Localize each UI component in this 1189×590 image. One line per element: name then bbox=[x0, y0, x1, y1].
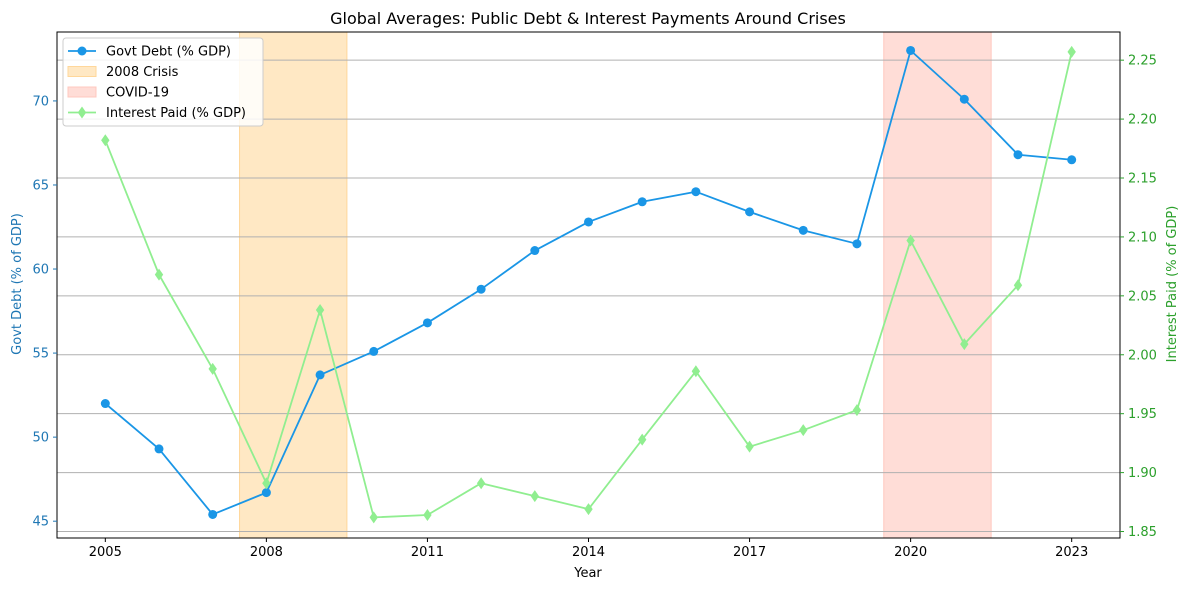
y-axis-left-label: Govt Debt (% of GDP) bbox=[10, 213, 25, 355]
y-right-tick-label: 1.90 bbox=[1128, 466, 1157, 481]
legend-label: Interest Paid (% GDP) bbox=[106, 106, 246, 121]
govt-debt-point bbox=[261, 488, 271, 498]
legend-item-govt-debt: Govt Debt (% GDP) bbox=[68, 45, 231, 60]
govt-debt-point bbox=[852, 239, 862, 249]
govt-debt-point bbox=[1013, 150, 1023, 160]
interest-paid-point bbox=[691, 365, 701, 378]
x-tick-label: 2011 bbox=[411, 545, 444, 560]
x-axis: 2005 2008 2011 2014 2017 2020 2023 bbox=[89, 538, 1088, 560]
y-right-tick-label: 2.05 bbox=[1128, 289, 1157, 304]
govt-debt-point bbox=[745, 207, 755, 217]
interest-paid-point bbox=[423, 509, 432, 522]
shaded-regions bbox=[239, 31, 992, 539]
interest-paid-point bbox=[960, 338, 969, 351]
x-tick-label: 2017 bbox=[733, 545, 766, 560]
govt-debt-point bbox=[584, 217, 593, 227]
interest-paid-point bbox=[637, 433, 647, 446]
govt-debt-point bbox=[637, 197, 647, 207]
legend-swatch bbox=[67, 86, 97, 98]
interest-paid-point bbox=[315, 303, 325, 316]
x-axis-label: Year bbox=[573, 566, 602, 581]
legend-frame bbox=[62, 37, 264, 127]
y-left-tick-label: 55 bbox=[32, 347, 49, 362]
interest-paid-point bbox=[208, 362, 217, 375]
govt-debt-point bbox=[369, 346, 379, 356]
interest-paid-point bbox=[262, 477, 271, 490]
legend-item-covid-19: COVID-19 bbox=[67, 86, 169, 101]
govt-debt-point bbox=[798, 225, 808, 235]
legend-item-crisis-2008: 2008 Crisis bbox=[67, 65, 179, 80]
legend-swatch-marker bbox=[77, 106, 87, 119]
y-left-tick-label: 60 bbox=[32, 263, 49, 278]
interest-paid-point bbox=[1067, 45, 1076, 58]
govt-debt-point bbox=[100, 399, 110, 409]
interest-paid-point bbox=[584, 503, 593, 516]
govt-debt-point bbox=[422, 318, 432, 328]
govt-debt-point bbox=[1067, 155, 1077, 165]
govt-debt-point bbox=[208, 509, 218, 519]
y-axis-right-label: Interest Paid (% of GDP) bbox=[1165, 206, 1180, 363]
x-tick-label: 2008 bbox=[250, 545, 283, 560]
y-right-tick-label: 1.95 bbox=[1128, 407, 1157, 422]
y-right-tick-label: 2.25 bbox=[1128, 54, 1157, 69]
y-axis-right: 1.85 1.90 1.95 2.00 2.05 2.10 2.15 2.20 2.25 bbox=[1120, 54, 1157, 540]
legend-label: 2008 Crisis bbox=[106, 65, 179, 80]
interest-paid-point bbox=[799, 424, 808, 437]
interest-paid-point bbox=[369, 511, 378, 524]
legend-swatch bbox=[67, 66, 97, 77]
y-left-tick-label: 70 bbox=[32, 94, 49, 109]
interest-paid-point bbox=[101, 134, 110, 147]
legend-label: COVID-19 bbox=[106, 86, 169, 101]
y-right-tick-label: 2.10 bbox=[1128, 230, 1157, 245]
series-markers bbox=[100, 45, 1077, 524]
y-left-tick-label: 65 bbox=[32, 178, 49, 193]
x-tick-label: 2014 bbox=[572, 545, 605, 560]
y-right-tick-label: 2.15 bbox=[1128, 172, 1157, 187]
interest-paid-point bbox=[1013, 279, 1023, 292]
y-right-tick-label: 2.00 bbox=[1128, 348, 1157, 363]
interest-paid-point bbox=[530, 490, 540, 503]
govt-debt-point bbox=[530, 246, 540, 256]
govt-debt-point bbox=[476, 284, 486, 294]
govt-debt-point bbox=[959, 94, 969, 104]
y-left-tick-label: 45 bbox=[32, 515, 49, 530]
legend-swatch-marker bbox=[77, 46, 87, 56]
interest-paid-point bbox=[906, 234, 915, 247]
y-axis-left: 45 50 55 60 65 70 bbox=[32, 94, 57, 530]
legend: Govt Debt (% GDP) 2008 Crisis COVID-19 Inte… bbox=[62, 37, 264, 127]
y-left-tick-label: 50 bbox=[32, 431, 49, 446]
legend-label: Govt Debt (% GDP) bbox=[106, 45, 231, 60]
chart-title: Global Averages: Public Debt & Interest … bbox=[330, 9, 846, 28]
govt-debt-point bbox=[315, 370, 325, 380]
legend-item-interest-paid: Interest Paid (% GDP) bbox=[68, 106, 246, 121]
shaded-region-covid-19 bbox=[883, 31, 992, 539]
govt-debt-point bbox=[906, 45, 916, 55]
x-tick-label: 2023 bbox=[1055, 545, 1088, 560]
interest-paid-point bbox=[852, 404, 862, 417]
interest-paid-point bbox=[476, 477, 486, 490]
interest-paid-point bbox=[745, 440, 754, 453]
x-tick-label: 2020 bbox=[894, 545, 927, 560]
y-right-tick-label: 1.85 bbox=[1128, 525, 1157, 540]
y-right-tick-label: 2.20 bbox=[1128, 113, 1157, 128]
govt-debt-point bbox=[691, 187, 701, 197]
x-tick-label: 2005 bbox=[89, 545, 122, 560]
interest-paid-point bbox=[154, 268, 164, 281]
govt-debt-point bbox=[154, 444, 164, 454]
